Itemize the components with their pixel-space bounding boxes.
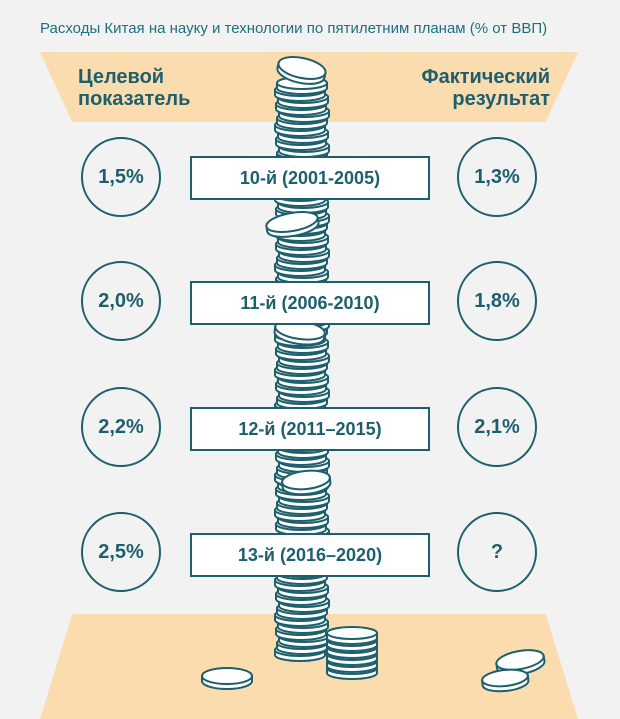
- chart-title: Расходы Китая на науку и технологии по п…: [40, 20, 548, 37]
- actual-header-line2: результат: [452, 88, 550, 110]
- coin-icon: [481, 668, 530, 693]
- actual-circle-plan-12: 2,1%: [457, 387, 537, 467]
- target-circle-plan-13: 2,5%: [81, 512, 161, 592]
- plan-label-12: 12-й (2011–2015): [190, 407, 430, 451]
- target-circle-plan-10: 1,5%: [81, 137, 161, 217]
- actual-circle-plan-10: 1,3%: [457, 137, 537, 217]
- target-circle-plan-12: 2,2%: [81, 387, 161, 467]
- plan-label-10: 10-й (2001-2005): [190, 156, 430, 200]
- coin-icon: [326, 626, 378, 645]
- target-header-line2: показатель: [78, 88, 191, 110]
- actual-circle-plan-13: ?: [457, 512, 537, 592]
- coin-icon: [281, 469, 332, 496]
- actual-header: Фактический результат: [422, 66, 551, 110]
- actual-circle-plan-11: 1,8%: [457, 261, 537, 341]
- actual-header-line1: Фактический: [421, 66, 551, 88]
- coin-icon: [201, 667, 253, 690]
- target-header-line1: Целевой: [78, 66, 165, 88]
- target-header: Целевой показатель: [78, 66, 190, 110]
- target-circle-plan-11: 2,0%: [81, 261, 161, 341]
- coin-icon: [273, 319, 326, 346]
- plan-label-13: 13-й (2016–2020): [190, 533, 430, 577]
- coin-icon: [276, 56, 327, 85]
- coin-icon: [265, 211, 320, 238]
- plan-label-11: 11-й (2006-2010): [190, 281, 430, 325]
